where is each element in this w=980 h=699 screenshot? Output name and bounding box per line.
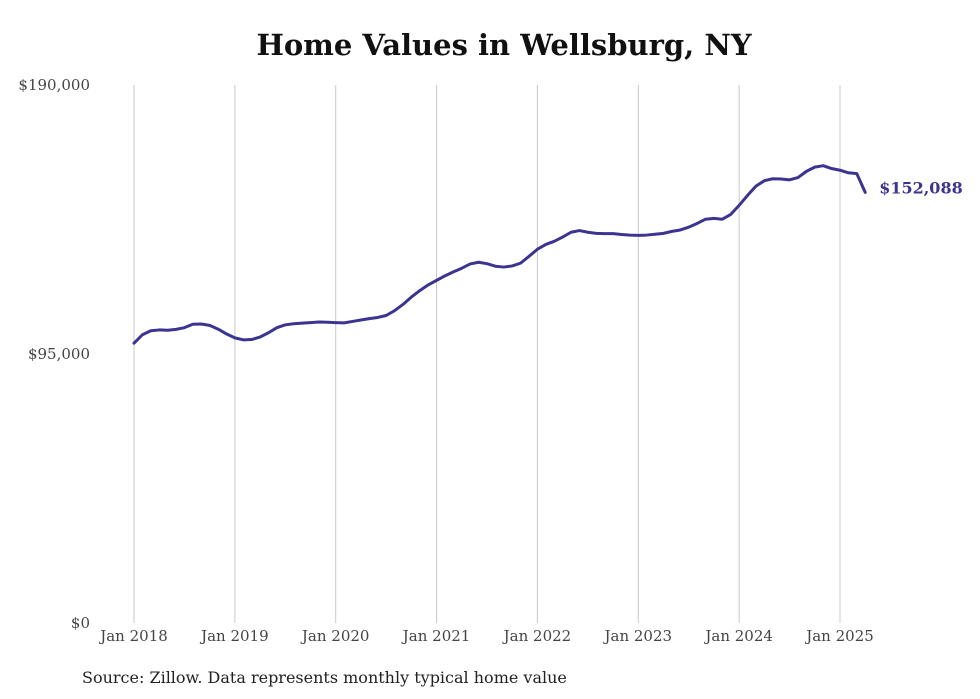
x-tick-label-0: Jan 2018 xyxy=(98,627,168,645)
x-tick-label-2: Jan 2020 xyxy=(300,627,370,645)
y-axis-ticks: $0 $95,000 $190,000 xyxy=(18,76,90,632)
end-label-layer: $152,088 xyxy=(879,178,963,197)
y-tick-label-1: $95,000 xyxy=(28,345,90,363)
end-value-label: $152,088 xyxy=(879,178,963,197)
x-tick-label-4: Jan 2022 xyxy=(502,627,572,645)
source-note: Source: Zillow. Data represents monthly … xyxy=(82,668,567,687)
x-axis-ticks: Jan 2018 Jan 2019 Jan 2020 Jan 2021 Jan 2022… xyxy=(98,627,874,645)
series-line-home-value xyxy=(132,164,867,345)
y-tick-label-0: $0 xyxy=(71,614,90,632)
x-tick-label-1: Jan 2019 xyxy=(199,627,269,645)
x-tick-label-3: Jan 2021 xyxy=(401,627,471,645)
chart-title: Home Values in Wellsburg, NY xyxy=(256,28,752,62)
y-tick-label-2: $190,000 xyxy=(18,76,90,94)
x-tick-label-5: Jan 2023 xyxy=(603,627,673,645)
series-layer xyxy=(132,164,867,345)
x-tick-label-6: Jan 2024 xyxy=(703,627,773,645)
x-tick-label-7: Jan 2025 xyxy=(804,627,874,645)
gridlines xyxy=(133,85,841,623)
